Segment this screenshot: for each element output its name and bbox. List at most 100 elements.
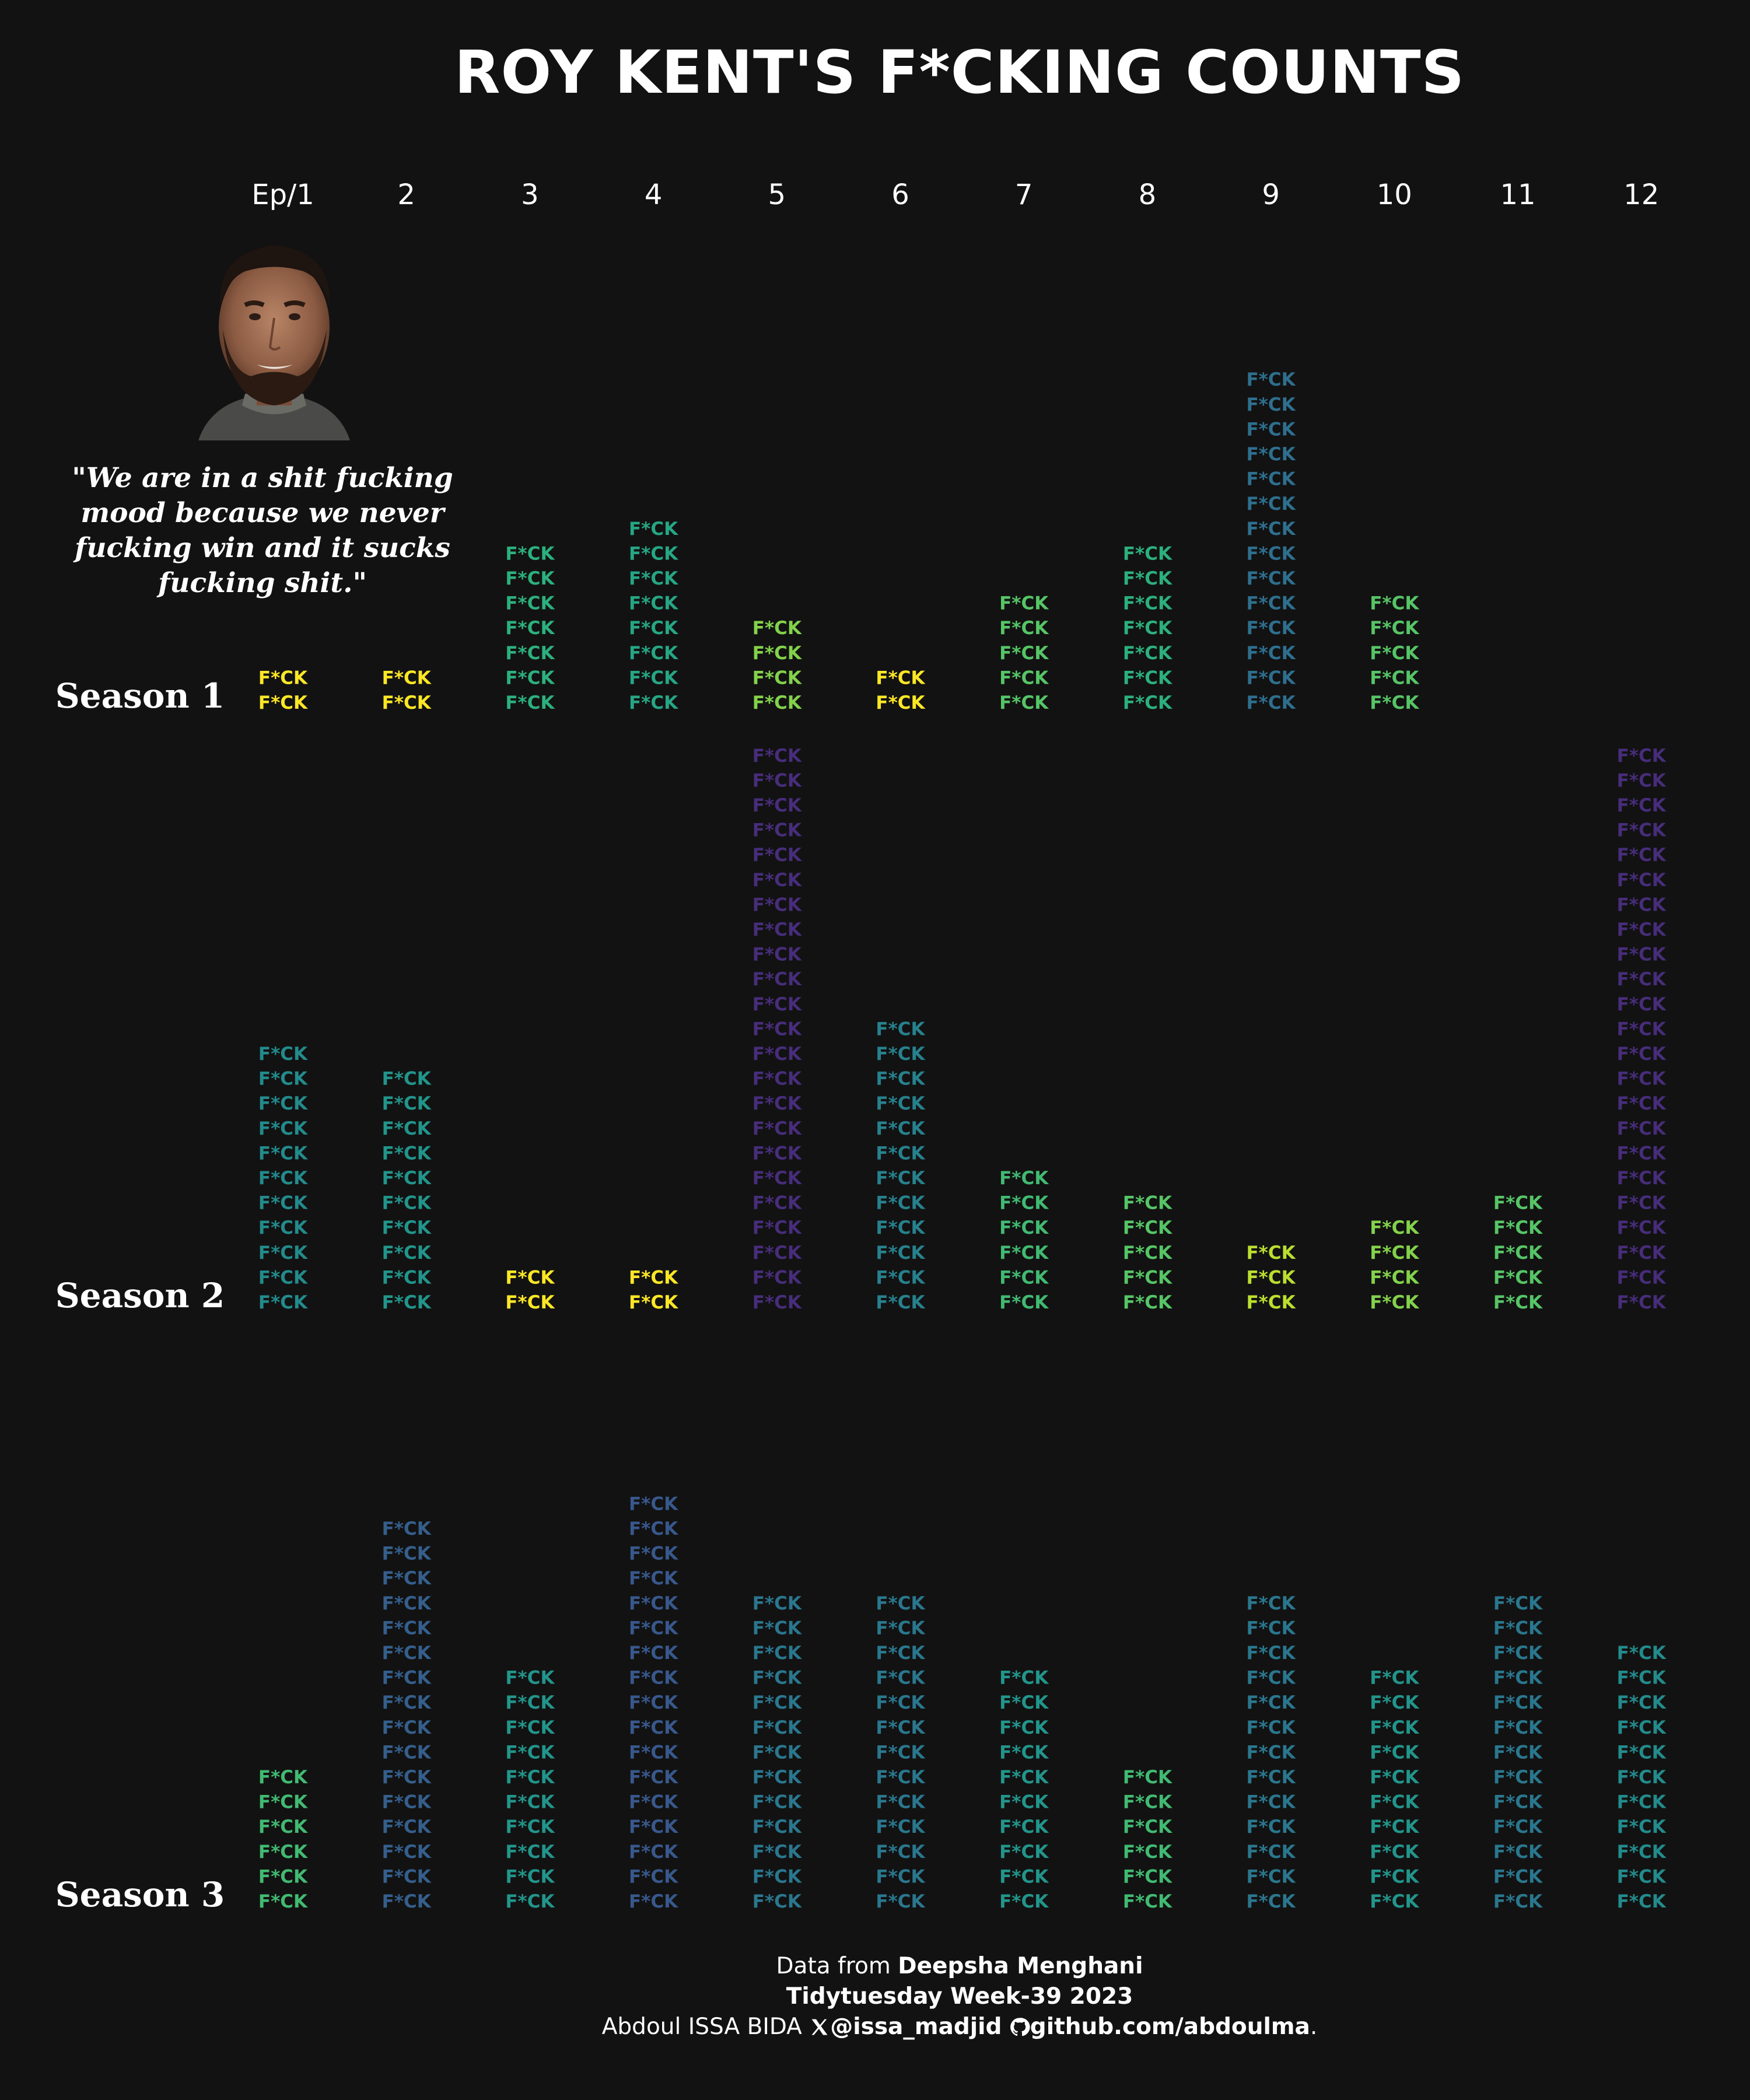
footer-data-prefix: Data from [776,1953,898,1979]
fck-mark: F*CK [1493,1817,1543,1838]
fck-mark: F*CK [876,1817,925,1838]
x-logo-icon [811,2019,828,2035]
fck-stack: F*CK F*CK [258,667,308,713]
episode-label: 6 [891,178,909,211]
fck-stack: F*CK F*CK F*CK F*CK F*CK F*CK [1123,1767,1172,1912]
fck-mark: F*CK [1370,667,1419,688]
fck-mark: F*CK [629,543,678,564]
fck-mark: F*CK [505,1692,555,1713]
fck-mark: F*CK [382,1292,432,1313]
fck-mark: F*CK [1247,369,1296,390]
fck-mark: F*CK [629,1568,678,1589]
episode-label: 7 [1015,178,1033,211]
fck-mark: F*CK [382,1544,432,1564]
fck-mark: F*CK [629,568,678,589]
footer-github-link[interactable]: github.com/abdoulma [1030,2014,1310,2040]
fck-mark: F*CK [999,1891,1049,1912]
episode-label: 10 [1377,178,1412,211]
fck-mark: F*CK [1617,1143,1667,1164]
fck-mark: F*CK [999,1668,1049,1689]
fck-stack: F*CK F*CK F*CK F*CK [1370,1217,1419,1313]
fck-mark: F*CK [1370,1217,1419,1238]
fck-stack: F*CK F*CK F*CK F*CK F*CK F*CK F*CK F*CK F*CK F*CK… [629,1493,678,1912]
fck-mark: F*CK [1247,1668,1296,1689]
fck-stack: F*CK F*CK F*CK F*CK F*CK [1493,1193,1543,1313]
fck-mark: F*CK [1493,1668,1543,1689]
fck-mark: F*CK [1493,1866,1543,1887]
fck-mark: F*CK [752,1792,802,1813]
fck-mark: F*CK [876,1044,925,1065]
fck-mark: F*CK [382,1267,432,1288]
fck-mark: F*CK [999,643,1049,664]
fck-mark: F*CK [752,1866,802,1887]
fck-mark: F*CK [1370,1817,1419,1838]
fck-mark: F*CK [505,1842,555,1863]
fck-mark: F*CK [752,643,802,664]
fck-mark: F*CK [1370,1717,1419,1738]
fck-mark: F*CK [752,820,802,841]
fck-mark: F*CK [258,1093,308,1114]
fck-stack: F*CK F*CK F*CK F*CK F*CK F*CK F*CK F*CK F*CK F*CK… [382,1518,432,1912]
fck-mark: F*CK [1247,1842,1296,1863]
fck-mark: F*CK [382,1717,432,1738]
fck-mark: F*CK [505,593,555,614]
fck-mark: F*CK [1617,1292,1667,1313]
fck-mark: F*CK [1370,1792,1419,1813]
fck-mark: F*CK [382,1668,432,1689]
fck-mark: F*CK [1617,1069,1667,1090]
episode-label: 12 [1623,178,1659,211]
fck-mark: F*CK [629,1267,678,1288]
fck-mark: F*CK [505,1668,555,1689]
fck-mark: F*CK [1123,643,1172,664]
fck-mark: F*CK [752,845,802,866]
fck-mark: F*CK [1493,1242,1543,1264]
fck-mark: F*CK [1247,1618,1296,1639]
fck-mark: F*CK [1370,1842,1419,1863]
fck-mark: F*CK [1247,1742,1296,1763]
fck-mark: F*CK [1370,1692,1419,1713]
fck-stack: F*CK F*CK F*CK F*CK F*CK [1123,1193,1172,1313]
fck-mark: F*CK [505,1742,555,1763]
fck-mark: F*CK [382,692,432,713]
fck-mark: F*CK [876,1842,925,1863]
fck-stack: F*CK F*CK [629,1267,678,1313]
fck-mark: F*CK [876,1866,925,1887]
fck-mark: F*CK [1617,994,1667,1015]
fck-mark: F*CK [258,1044,308,1065]
fck-mark: F*CK [629,1842,678,1863]
fck-mark: F*CK [1617,1118,1667,1139]
fck-mark: F*CK [629,1692,678,1713]
chart-title: ROY KENT'S F*CKING COUNTS [454,38,1465,107]
fck-mark: F*CK [382,1193,432,1214]
fck-mark: F*CK [258,1767,308,1788]
fck-stack: F*CK F*CK F*CK F*CK F*CK F*CK F*CK F*CK F*CK F*CK… [1617,1643,1667,1912]
fck-mark: F*CK [876,1692,925,1713]
season-label: Season 3 [55,1875,225,1915]
fck-mark: F*CK [382,1168,432,1189]
fck-mark: F*CK [382,1143,432,1164]
fck-mark: F*CK [876,1767,925,1788]
fck-mark: F*CK [1617,1267,1667,1288]
fck-mark: F*CK [876,1717,925,1738]
fck-mark: F*CK [629,1817,678,1838]
fck-mark: F*CK [999,1792,1049,1813]
fck-mark: F*CK [1617,944,1667,965]
fck-mark: F*CK [1493,1842,1543,1863]
footer-twitter-link[interactable]: @issa_madjid [830,2014,1002,2040]
fck-mark: F*CK [1493,1643,1543,1664]
fck-mark: F*CK [1617,845,1667,866]
fck-mark: F*CK [1493,1292,1543,1313]
fck-mark: F*CK [1370,1891,1419,1912]
fck-mark: F*CK [382,1618,432,1639]
fck-mark: F*CK [752,1193,802,1214]
roy-kent-photo [198,245,350,440]
fck-mark: F*CK [1617,1742,1667,1763]
fck-mark: F*CK [1247,1767,1296,1788]
fck-mark: F*CK [1123,1767,1172,1788]
fck-mark: F*CK [999,1717,1049,1738]
fck-mark: F*CK [505,618,555,639]
fck-mark: F*CK [876,1668,925,1689]
season-label: Season 1 [55,676,225,716]
fck-stack: F*CK F*CK F*CK F*CK F*CK F*CK F*CK F*CK F*CK F*CK… [1493,1593,1543,1912]
fck-mark: F*CK [876,1242,925,1264]
